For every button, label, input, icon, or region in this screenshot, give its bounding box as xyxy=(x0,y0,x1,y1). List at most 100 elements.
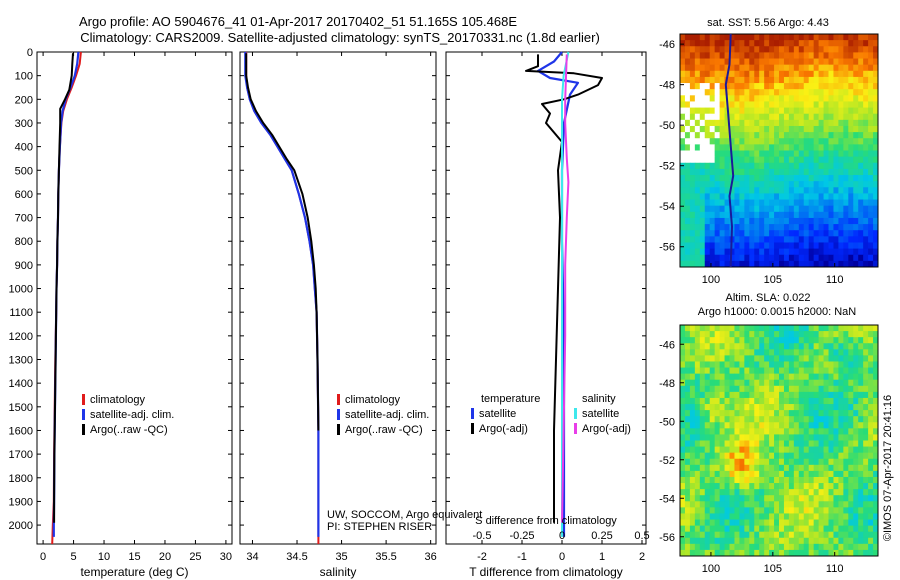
map-cell xyxy=(828,34,834,41)
map-cell xyxy=(873,181,879,188)
map-cell xyxy=(689,254,696,262)
map-cell xyxy=(793,464,800,472)
map-cell xyxy=(714,404,721,411)
map-cell xyxy=(843,138,849,145)
map-cell xyxy=(798,187,805,194)
map-cell xyxy=(813,507,820,514)
map-cell xyxy=(818,34,825,41)
map-cell xyxy=(684,361,691,369)
map-cell xyxy=(813,113,820,121)
map-cell xyxy=(764,385,770,393)
map-cell xyxy=(724,119,730,127)
map-cell xyxy=(714,379,721,387)
map-cell xyxy=(704,101,711,109)
map-cell xyxy=(689,361,696,369)
map-cell xyxy=(813,476,820,484)
map-cell xyxy=(868,452,874,460)
map-cell xyxy=(788,52,795,60)
map-cell xyxy=(699,211,706,219)
map-cell xyxy=(734,483,740,490)
map-cell xyxy=(719,464,726,472)
map-cell xyxy=(764,331,770,338)
map-cell xyxy=(684,138,691,145)
map-cell xyxy=(719,531,726,539)
map-cell xyxy=(803,379,810,387)
map-cell xyxy=(868,367,874,375)
map-cell xyxy=(828,138,834,145)
map-cell xyxy=(833,501,839,508)
legend-label: Argo(..raw -QC) xyxy=(90,424,168,436)
map-cell xyxy=(868,211,874,219)
map-cell xyxy=(684,428,691,435)
map-cell xyxy=(853,397,859,405)
map-cell xyxy=(783,248,790,256)
map-cell xyxy=(744,483,750,490)
map-cell xyxy=(689,150,696,158)
map-cell xyxy=(828,361,834,369)
map-cell xyxy=(704,525,711,533)
map-cell xyxy=(769,242,775,250)
map-cell xyxy=(709,404,716,411)
map-cell xyxy=(793,181,800,188)
map-cell xyxy=(694,34,701,41)
map-cell xyxy=(813,543,820,551)
map-cell xyxy=(734,434,740,441)
map-cell xyxy=(848,168,854,176)
map-cell xyxy=(774,236,780,243)
map-cell xyxy=(689,355,696,362)
map-cell xyxy=(739,489,745,496)
map-cell xyxy=(719,260,726,268)
map-cell xyxy=(704,217,711,225)
map-cell xyxy=(764,217,770,225)
map-cell xyxy=(754,83,760,90)
map-cell xyxy=(828,236,834,243)
map-cell xyxy=(868,175,874,182)
map-cell xyxy=(818,211,825,219)
map-cell xyxy=(764,119,770,127)
map-cell xyxy=(714,125,721,133)
map-cell xyxy=(769,193,775,201)
map-cell xyxy=(813,422,820,429)
map-cell xyxy=(729,144,735,151)
map-cell xyxy=(858,501,864,508)
map-cell xyxy=(838,236,844,243)
map-cell xyxy=(774,367,780,375)
map-cell xyxy=(843,476,849,484)
map-cell xyxy=(714,519,721,527)
map-cell xyxy=(709,205,716,213)
map-cell xyxy=(838,464,844,472)
map-cell xyxy=(734,397,740,405)
map-cell xyxy=(848,46,854,53)
map-cell xyxy=(754,343,760,350)
map-cell xyxy=(793,543,800,551)
map-cell xyxy=(689,543,696,551)
map-cell xyxy=(808,89,815,96)
map-cell xyxy=(714,83,721,90)
map-cell xyxy=(788,404,795,411)
map-cell xyxy=(808,168,815,176)
map-cell xyxy=(779,254,785,262)
map-cell xyxy=(848,248,854,256)
map-cell xyxy=(744,379,750,387)
map-cell xyxy=(754,193,760,201)
map-cell xyxy=(754,156,760,164)
map-cell xyxy=(818,531,825,539)
map-cell xyxy=(719,107,726,115)
map-cell xyxy=(689,46,696,53)
map-cell xyxy=(783,434,790,441)
sla-map-subtitle: Argo h1000: 0.0015 h2000: NaN xyxy=(698,306,856,318)
map-cell xyxy=(873,501,879,508)
map-cell xyxy=(719,224,726,231)
map-cell xyxy=(714,236,721,243)
map-cell xyxy=(848,162,854,170)
map-cell xyxy=(873,101,879,109)
map-cell xyxy=(709,248,716,256)
map-cell xyxy=(764,501,770,508)
map-cell xyxy=(838,95,844,102)
map-cell xyxy=(783,361,790,369)
map-cell xyxy=(774,416,780,423)
map-cell xyxy=(769,379,775,387)
map-cell xyxy=(783,58,790,66)
map-cell xyxy=(744,410,750,417)
map-cell xyxy=(709,410,716,417)
